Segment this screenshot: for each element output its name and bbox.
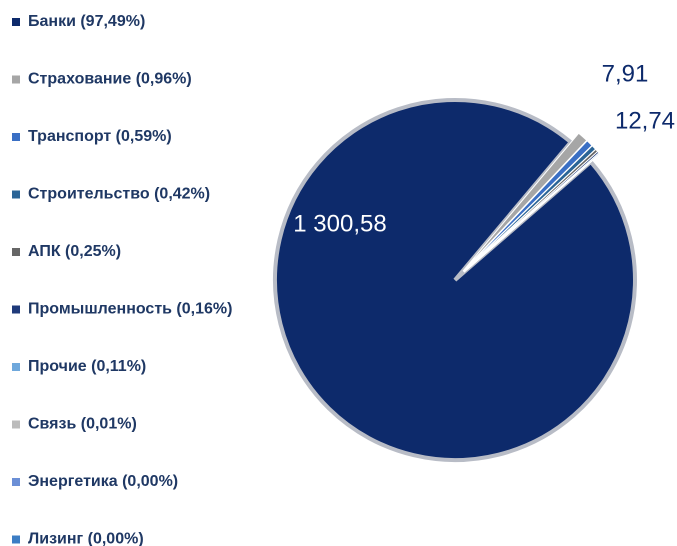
- legend-label: Транспорт (0,59%): [28, 128, 172, 145]
- legend-label: Строительство (0,42%): [28, 186, 210, 203]
- legend-label: Энергетика (0,00%): [28, 473, 178, 490]
- legend-swatch: [12, 133, 20, 141]
- legend-swatch: [12, 535, 20, 544]
- data-label: 12,74: [615, 107, 675, 134]
- legend-label: Банки (97,49%): [28, 13, 145, 30]
- legend-swatch: [12, 75, 20, 84]
- data-label: 1 300,58: [293, 210, 386, 237]
- legend-swatch: [12, 190, 20, 199]
- legend-label: Лизинг (0,00%): [28, 531, 144, 546]
- legend-swatch: [12, 363, 20, 371]
- legend-label: Промышленность (0,16%): [28, 301, 232, 318]
- legend-swatch: [12, 18, 20, 26]
- legend-label: Связь (0,01%): [28, 416, 137, 433]
- pie-slice: [273, 98, 637, 462]
- legend-label: Страхование (0,96%): [28, 71, 192, 88]
- data-label: 7,91: [602, 60, 649, 87]
- legend-label: АПК (0,25%): [28, 243, 121, 260]
- legend-label: Прочие (0,11%): [28, 358, 146, 375]
- legend-swatch: [12, 420, 20, 429]
- legend-swatch: [12, 248, 20, 256]
- legend-swatch: [12, 478, 20, 486]
- pie-slice: [462, 132, 588, 272]
- legend-swatch: [12, 305, 20, 314]
